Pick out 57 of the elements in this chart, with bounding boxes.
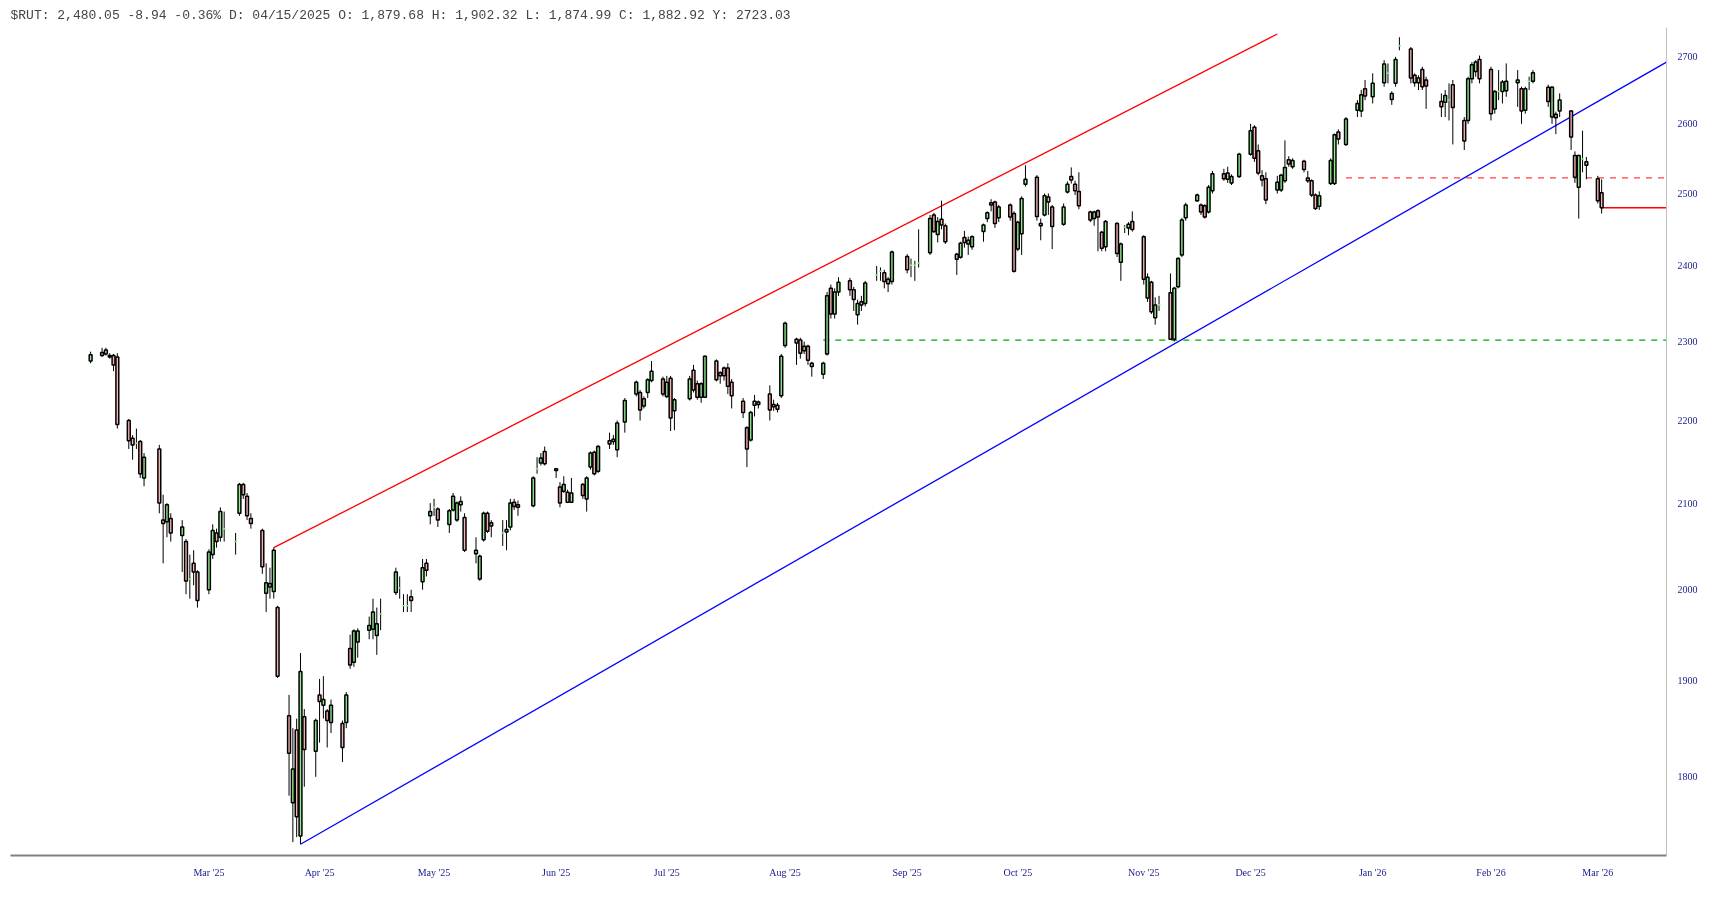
x-tick-label: Nov '25: [1127, 866, 1160, 878]
y-tick-label: 2700: [1677, 51, 1698, 63]
x-tick-label: Oct '25: [1003, 866, 1033, 878]
y-tick-label: 2600: [1677, 118, 1698, 130]
x-tick-label: Mar '25: [193, 866, 225, 878]
y-tick-label: 1800: [1677, 771, 1698, 783]
candlestick: [740, 397, 746, 419]
candlestick: [588, 450, 593, 471]
y-tick-label: 2300: [1677, 336, 1698, 348]
candlestick: [1248, 123, 1253, 157]
candlestick: [1572, 150, 1578, 184]
candlestick: [622, 397, 627, 434]
candlestick: [355, 627, 360, 659]
candlestick: [428, 502, 433, 525]
x-tick-label: Mar '26: [1582, 866, 1614, 878]
y-tick-label: 2200: [1677, 415, 1698, 426]
candlestick: [863, 280, 868, 307]
chart-title: $RUT: 2,480.05 -8.94 -0.36% D: 04/15/2025 O: 1,879.68 H: 1,902.32 L: 1,874.99 C: 1,882.92 Y: 2723.03: [10, 7, 791, 23]
x-tick-label: May '25: [417, 866, 451, 878]
candlestick: [660, 376, 666, 397]
candlestick: [1130, 210, 1135, 233]
candlestick: [1515, 69, 1520, 108]
candlestick: [1076, 171, 1082, 210]
candlestick: [1061, 202, 1066, 227]
x-tick-label: Jul '25: [653, 866, 680, 878]
x-tick-label: Jan '26: [1358, 866, 1387, 878]
y-tick-label: 1900: [1677, 675, 1698, 687]
candlestick: [767, 384, 772, 421]
x-tick-label: Apr '25: [304, 866, 335, 878]
candlestick: [553, 467, 559, 479]
x-tick-label: Dec '25: [1235, 866, 1266, 878]
x-tick-label: Sep '25: [892, 866, 922, 878]
candlestick: [1023, 164, 1028, 187]
y-tick-label: 2500: [1677, 188, 1698, 200]
candlestick: [1393, 56, 1398, 88]
candlestick: [1381, 59, 1387, 88]
candlestick: [905, 253, 910, 274]
candlestick: [1599, 178, 1604, 215]
y-tick-label: 2000: [1677, 584, 1698, 596]
y-tick-label: 2400: [1677, 260, 1698, 272]
candlestick: [1450, 79, 1455, 145]
x-tick-label: Jun '25: [542, 866, 571, 878]
candlestick: [1317, 190, 1322, 211]
candlestick: [1236, 152, 1242, 179]
candlestick: [782, 321, 788, 349]
x-tick-label: Aug '25: [769, 866, 801, 878]
candlestick: [1439, 92, 1444, 118]
y-tick-label: 2100: [1677, 497, 1698, 509]
x-tick-label: Feb '26: [1476, 866, 1506, 878]
candlestick: [393, 567, 399, 596]
candlestick: [1263, 171, 1269, 205]
candlestick: [1038, 218, 1043, 241]
candlestick: [882, 269, 887, 289]
candlestick: [1370, 72, 1375, 104]
candlestick: [1557, 92, 1562, 118]
candlestick: [794, 337, 799, 366]
candlestick: [1095, 208, 1101, 252]
